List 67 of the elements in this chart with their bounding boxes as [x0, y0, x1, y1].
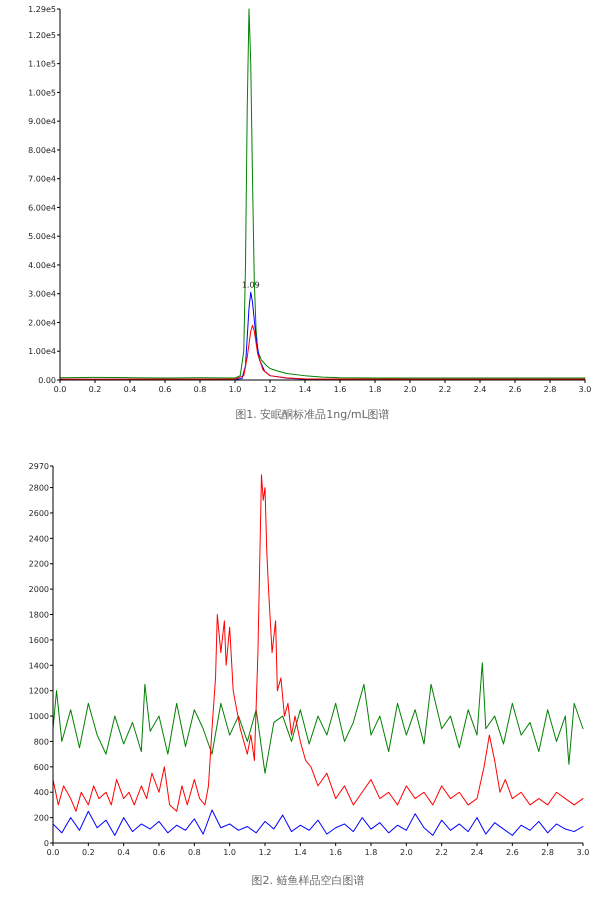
y-tick-label: 1.29e5 [28, 5, 56, 14]
x-tick-label: 1.6 [329, 848, 342, 857]
y-tick-label: 2200 [28, 560, 49, 569]
x-tick-label: 1.8 [368, 385, 382, 394]
x-tick-label: 2.8 [544, 385, 556, 394]
x-tick-label: 2.0 [404, 385, 416, 394]
y-tick-label: 1.10e5 [28, 60, 56, 69]
y-tick-label: 0.00 [38, 376, 56, 385]
line-series [52, 810, 584, 836]
y-tick-label: 1000 [28, 712, 49, 722]
y-tick-label: 1800 [28, 610, 49, 620]
x-tick-label: 2.6 [506, 848, 519, 857]
x-tick-label: 1.8 [364, 848, 378, 857]
x-tick-label: 2.0 [400, 848, 413, 857]
y-tick-label: 200 [34, 814, 49, 823]
x-tick-label: 2.2 [438, 385, 452, 394]
y-tick-label: 2970 [28, 462, 49, 471]
x-tick-label: 0.0 [46, 848, 60, 857]
y-tick-label: 2000 [28, 585, 49, 594]
y-tick-label: 800 [34, 737, 49, 746]
y-tick-label: 5.00e4 [28, 232, 56, 242]
y-tick-label: 2600 [28, 508, 49, 518]
y-tick-label: 600 [34, 762, 49, 772]
y-tick-label: 1400 [28, 661, 49, 670]
x-tick-label: 0.0 [54, 385, 66, 394]
x-tick-label: 1.4 [298, 385, 312, 394]
x-tick-label: 3.0 [578, 385, 592, 394]
x-tick-label: 1.2 [258, 848, 272, 857]
x-tick-label: 2.2 [435, 848, 448, 857]
x-tick-label: 2.8 [541, 848, 554, 857]
y-tick-label: 1600 [28, 636, 49, 645]
x-tick-label: 3.0 [576, 848, 590, 857]
y-tick-label: 6.00e4 [28, 203, 56, 212]
y-tick-label: 2400 [28, 534, 49, 544]
x-tick-label: 1.0 [228, 385, 242, 394]
x-tick-label: 0.8 [188, 848, 201, 857]
line-series [52, 474, 584, 812]
y-tick-label: 2800 [28, 484, 49, 493]
y-tick-label: 8.00e4 [28, 146, 56, 155]
x-tick-label: 0.4 [117, 848, 130, 857]
y-tick-label: 400 [34, 788, 49, 798]
y-tick-label: 1.00e4 [28, 347, 56, 356]
y-tick-label: 7.00e4 [28, 174, 56, 184]
y-tick-label: 1.20e5 [28, 30, 56, 40]
x-tick-label: 2.4 [470, 848, 484, 857]
text: 图2. 鲢鱼样品空白图谱 [252, 874, 364, 887]
y-tick-label: 4.00e4 [28, 260, 56, 270]
y-tick-label: 0 [44, 839, 49, 848]
x-tick-label: 0.6 [152, 848, 166, 857]
x-tick-label: 0.2 [88, 385, 102, 394]
x-tick-label: 2.6 [508, 385, 522, 394]
x-tick-label: 0.4 [124, 385, 136, 394]
y-tick-label: 3.00e4 [28, 290, 56, 299]
y-tick-label: 1.00e5 [28, 88, 56, 98]
text: 图1. 安眠酮标准品1ng/mL图谱 [235, 408, 390, 421]
x-tick-label: 0.6 [158, 385, 172, 394]
x-tick-label: 0.8 [194, 385, 206, 394]
y-tick-label: 1200 [28, 686, 49, 696]
line-series [52, 662, 584, 774]
y-tick-label: 2.00e4 [28, 318, 56, 328]
x-tick-label: 1.4 [294, 848, 307, 857]
x-tick-label: 2.4 [474, 385, 486, 394]
x-tick-label: 0.2 [82, 848, 95, 857]
x-tick-label: 1.0 [223, 848, 236, 857]
x-tick-label: 1.6 [334, 385, 346, 394]
x-tick-label: 1.2 [264, 385, 276, 394]
y-tick-label: 9.00e4 [28, 117, 56, 126]
